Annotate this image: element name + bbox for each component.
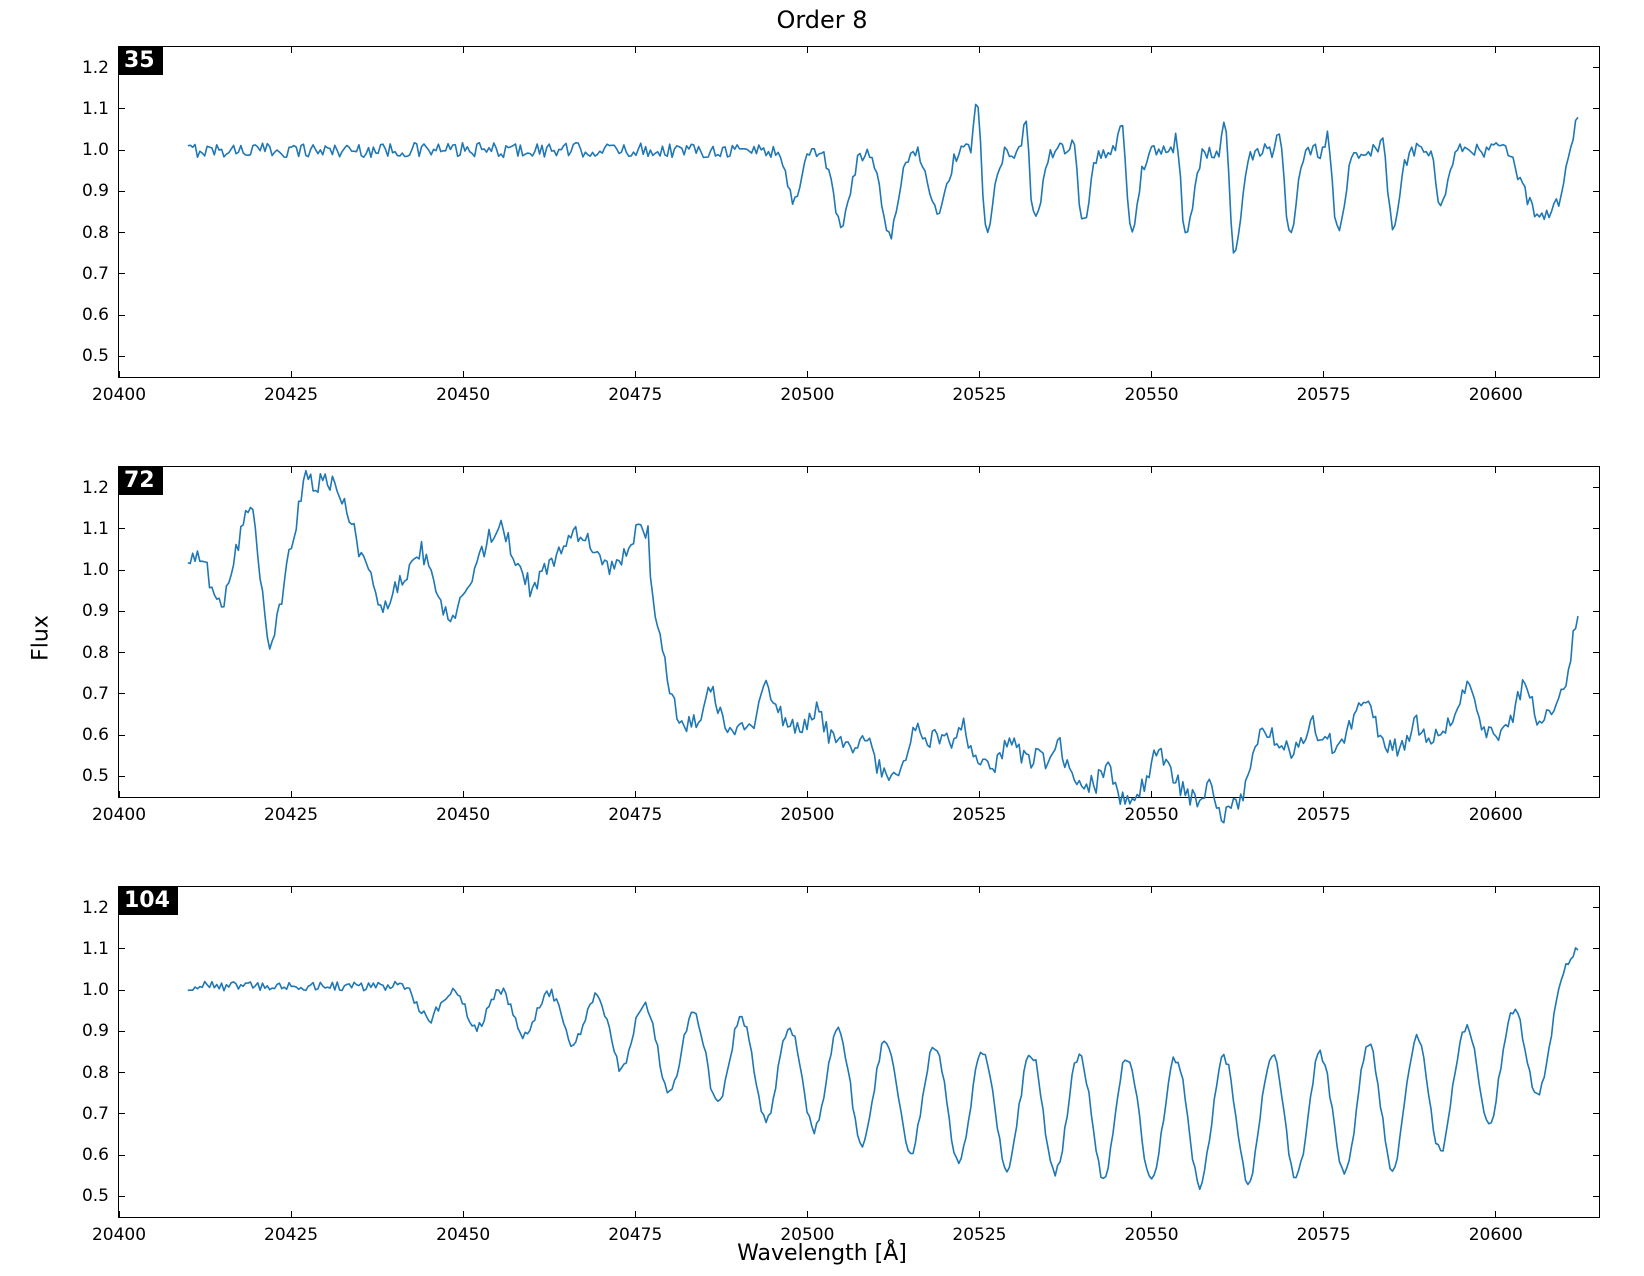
x-tick-label: 20550 [1125,805,1179,825]
y-tick-label: 0.8 [82,223,109,243]
x-tick-label: 20600 [1469,1225,1523,1245]
y-tick-label: 1.2 [82,58,109,78]
x-tick-label: 20525 [952,1225,1006,1245]
spectrum-line [119,467,1599,797]
chart-panel: 1040.50.60.70.80.91.01.11.22040020425204… [118,886,1600,1218]
y-tick-label: 1.0 [82,140,109,160]
x-tick-label: 20450 [436,385,490,405]
x-tick-label: 20575 [1297,805,1351,825]
x-tick-label: 20500 [780,1225,834,1245]
y-tick-label: 0.5 [82,766,109,786]
figure: Order 8 Flux Wavelength [Å] 350.50.60.70… [0,0,1644,1276]
x-tick-label: 20425 [264,1225,318,1245]
x-tick-label: 20400 [92,805,146,825]
y-tick-label: 0.7 [82,1104,109,1124]
y-tick-label: 1.2 [82,478,109,498]
y-tick-label: 0.6 [82,1145,109,1165]
x-tick-label: 20400 [92,1225,146,1245]
spectrum-line [119,887,1599,1217]
x-tick-label: 20500 [780,385,834,405]
x-tick-label: 20600 [1469,385,1523,405]
x-tick-label: 20575 [1297,385,1351,405]
y-tick-label: 0.8 [82,1063,109,1083]
x-tick-label: 20525 [952,385,1006,405]
y-axis-label: Flux [28,615,53,661]
x-tick-label: 20525 [952,805,1006,825]
y-tick-label: 1.0 [82,980,109,1000]
x-tick-label: 20425 [264,805,318,825]
chart-panel: 720.50.60.70.80.91.01.11.220400204252045… [118,466,1600,798]
y-tick-label: 0.5 [82,346,109,366]
y-tick-label: 1.0 [82,560,109,580]
y-tick-label: 0.9 [82,1021,109,1041]
y-tick-label: 1.2 [82,898,109,918]
chart-panel: 350.50.60.70.80.91.01.11.220400204252045… [118,46,1600,378]
y-tick-label: 0.9 [82,181,109,201]
figure-title: Order 8 [0,6,1644,34]
x-tick-label: 20450 [436,1225,490,1245]
y-tick-label: 0.7 [82,684,109,704]
y-tick-label: 0.8 [82,643,109,663]
x-tick-label: 20500 [780,805,834,825]
y-tick-label: 0.5 [82,1186,109,1206]
x-tick-label: 20450 [436,805,490,825]
x-tick-label: 20600 [1469,805,1523,825]
spectrum-line [119,47,1599,377]
x-tick-label: 20475 [608,1225,662,1245]
x-tick-label: 20550 [1125,1225,1179,1245]
y-tick-label: 1.1 [82,939,109,959]
y-tick-label: 0.7 [82,264,109,284]
x-tick-label: 20575 [1297,1225,1351,1245]
y-tick-label: 1.1 [82,519,109,539]
y-tick-label: 0.9 [82,601,109,621]
y-tick-label: 1.1 [82,99,109,119]
x-tick-label: 20475 [608,805,662,825]
x-tick-label: 20400 [92,385,146,405]
x-tick-label: 20425 [264,385,318,405]
x-tick-label: 20475 [608,385,662,405]
y-tick-label: 0.6 [82,305,109,325]
y-tick-label: 0.6 [82,725,109,745]
x-tick-label: 20550 [1125,385,1179,405]
